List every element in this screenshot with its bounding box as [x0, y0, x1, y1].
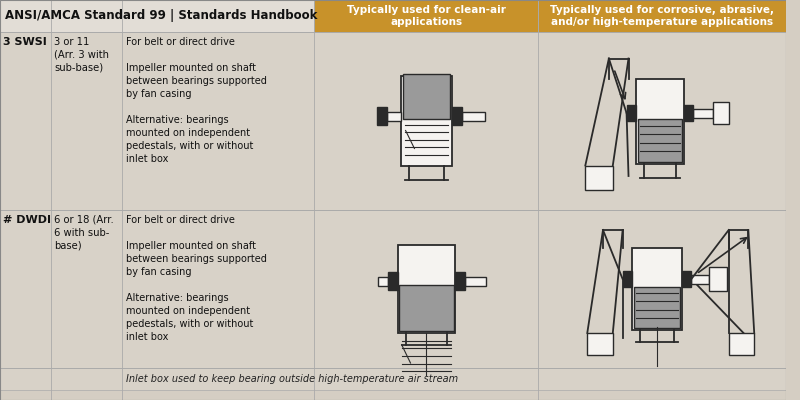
Bar: [586, 166, 613, 190]
Bar: [0, 32, 786, 210]
Bar: [587, 333, 613, 355]
Bar: [377, 107, 387, 125]
Bar: [462, 112, 485, 120]
Bar: [398, 245, 454, 333]
Bar: [713, 102, 729, 124]
Text: Typically used for corrosive, abrasive,
and/or high-temperature applications: Typically used for corrosive, abrasive, …: [550, 5, 774, 27]
Bar: [626, 105, 636, 121]
Text: # DWDI: # DWDI: [3, 215, 51, 225]
Bar: [638, 119, 682, 162]
Bar: [378, 276, 388, 286]
Text: 3 SWSI: 3 SWSI: [3, 37, 46, 47]
Bar: [694, 108, 713, 118]
Bar: [709, 267, 726, 291]
Text: Typically used for clean-air
applications: Typically used for clean-air application…: [346, 5, 506, 27]
Text: 3 or 11
(Arr. 3 with
sub-base): 3 or 11 (Arr. 3 with sub-base): [54, 37, 109, 73]
Bar: [388, 272, 398, 290]
Bar: [0, 210, 786, 368]
Bar: [465, 276, 486, 286]
Bar: [0, 368, 786, 390]
Bar: [402, 74, 450, 119]
Bar: [398, 285, 454, 331]
Bar: [622, 271, 633, 287]
Text: 6 or 18 (Arr.
6 with sub-
base): 6 or 18 (Arr. 6 with sub- base): [54, 215, 114, 250]
Bar: [636, 78, 683, 164]
Bar: [538, 0, 786, 32]
Bar: [682, 271, 691, 287]
Bar: [683, 105, 694, 121]
Bar: [634, 287, 679, 328]
Text: ANSI/AMCA Standard 99 | Standards Handbook: ANSI/AMCA Standard 99 | Standards Handbo…: [5, 10, 318, 22]
Text: Inlet box used to keep bearing outside high-temperature air stream: Inlet box used to keep bearing outside h…: [126, 374, 458, 384]
Bar: [452, 107, 462, 125]
Bar: [0, 0, 314, 32]
Text: For belt or direct drive

Impeller mounted on shaft
between bearings supported
b: For belt or direct drive Impeller mounte…: [126, 37, 266, 164]
Bar: [633, 248, 682, 330]
Text: For belt or direct drive

Impeller mounted on shaft
between bearings supported
b: For belt or direct drive Impeller mounte…: [126, 215, 266, 342]
Bar: [691, 274, 709, 284]
Bar: [729, 333, 754, 355]
Bar: [314, 0, 538, 32]
Bar: [387, 112, 401, 120]
Bar: [454, 272, 465, 290]
Bar: [401, 76, 452, 166]
